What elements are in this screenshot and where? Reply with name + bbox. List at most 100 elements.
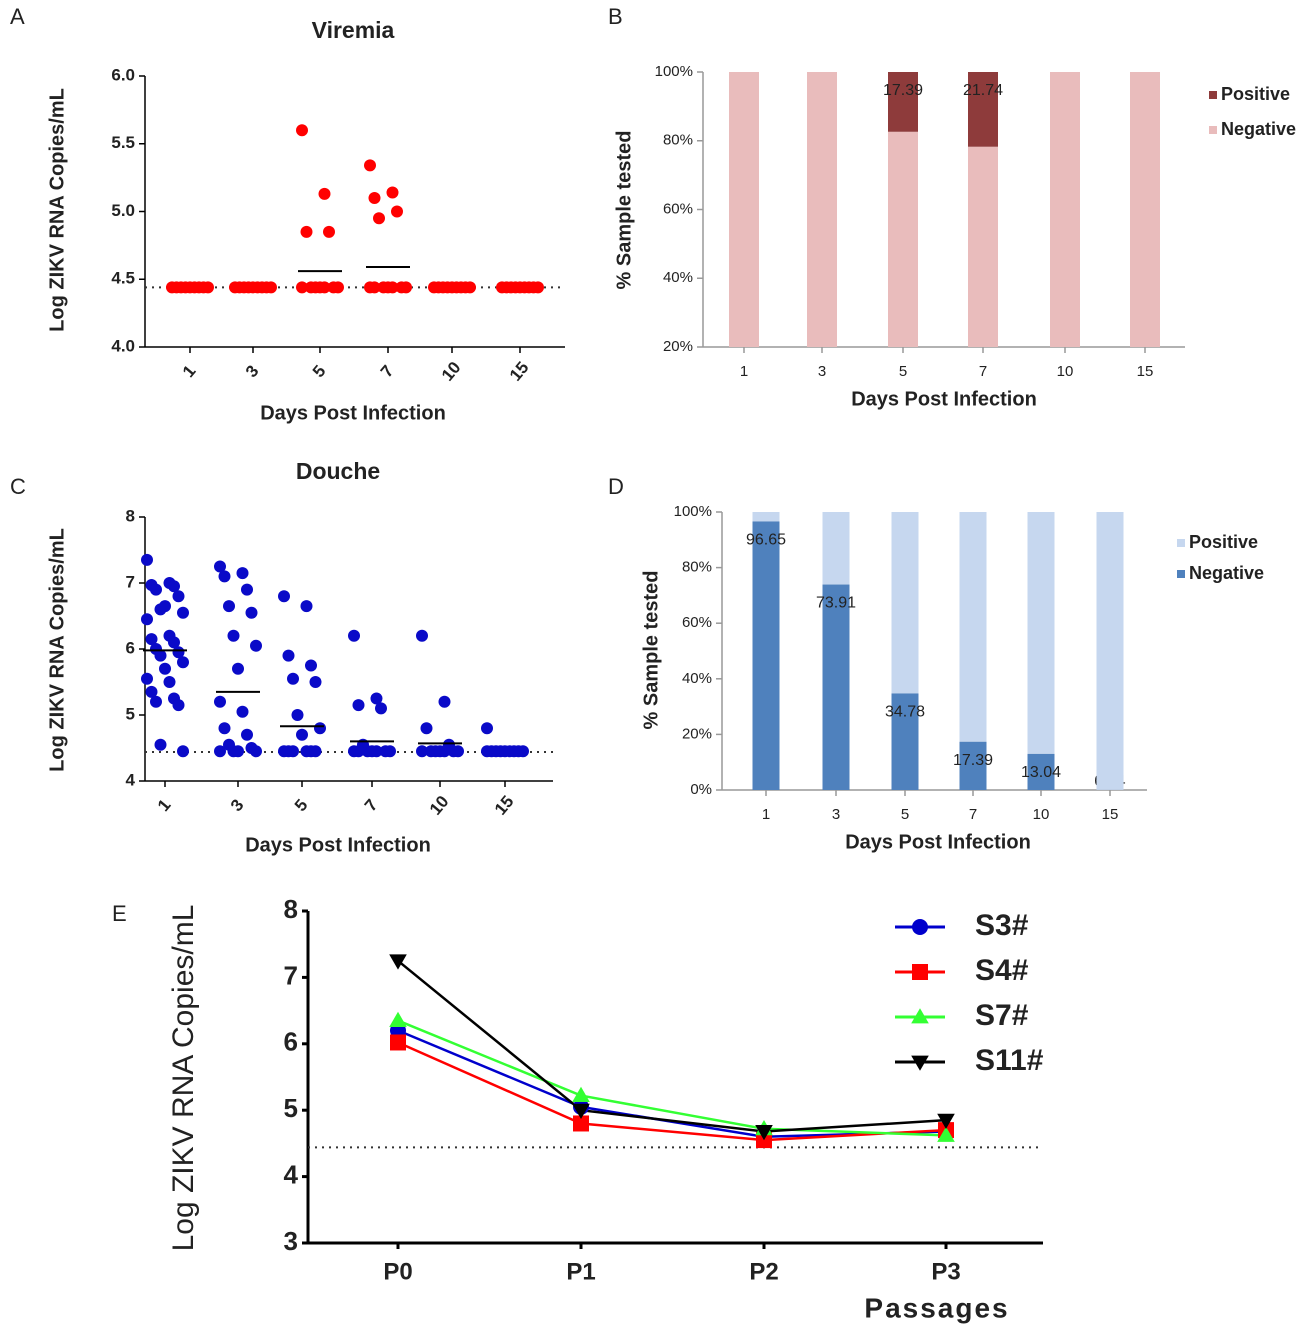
- bar-segment: [959, 741, 987, 790]
- dot: [236, 705, 249, 718]
- x-tick-label: 3: [832, 806, 840, 823]
- dot: [282, 649, 295, 662]
- dot: [352, 699, 365, 712]
- x-axis-label: Days Post Infection: [260, 402, 446, 424]
- x-tick-label: P1: [566, 1258, 595, 1285]
- y-tick-label: 6: [284, 1027, 298, 1057]
- dot: [400, 281, 412, 294]
- x-tick-label: P0: [383, 1258, 412, 1285]
- y-tick-label: 5.5: [111, 133, 135, 152]
- x-tick-label: 5: [901, 806, 909, 823]
- x-tick-label: 3: [242, 362, 263, 381]
- y-tick-label: 8: [126, 506, 135, 525]
- dot: [438, 745, 451, 758]
- dot: [386, 281, 399, 294]
- dot: [416, 745, 428, 758]
- y-tick-label: 4: [126, 770, 136, 789]
- line: [397, 1041, 947, 1142]
- y-tick-label: 5.0: [111, 201, 135, 220]
- dot: [386, 186, 399, 199]
- dot: [499, 745, 511, 758]
- legend-swatch: [1177, 570, 1185, 578]
- marker: [572, 1086, 590, 1102]
- marker: [937, 1126, 955, 1142]
- legend-swatch: [1209, 126, 1217, 134]
- legend-label: Negative: [1221, 119, 1296, 139]
- x-tick-label: 1: [154, 796, 175, 815]
- dot: [532, 281, 544, 294]
- dot: [287, 672, 299, 685]
- dot: [150, 583, 162, 596]
- legend-label: S11#: [975, 1044, 1044, 1077]
- dot: [384, 745, 396, 758]
- marker: [389, 1011, 407, 1027]
- bar-segment: [1027, 512, 1055, 754]
- marker: [389, 954, 407, 970]
- legend-label: Positive: [1221, 84, 1290, 104]
- dot: [464, 281, 476, 294]
- dot: [452, 745, 464, 758]
- dot: [236, 567, 249, 580]
- y-tick-label: 7: [126, 572, 135, 591]
- x-tick-label: 15: [1102, 806, 1119, 823]
- x-tick-label: 3: [818, 363, 826, 380]
- x-tick-label: 15: [491, 792, 518, 819]
- dot: [375, 702, 387, 715]
- y-tick-label: 100%: [655, 63, 693, 80]
- x-tick-label: 5: [309, 362, 330, 381]
- dot: [245, 606, 258, 619]
- x-axis-label: Passages: [864, 1292, 1009, 1323]
- bar-segment: [822, 584, 850, 790]
- y-tick-label: 8: [284, 894, 298, 924]
- dot: [154, 649, 167, 662]
- bar-segment: [807, 72, 837, 347]
- marker: [911, 1008, 929, 1024]
- dot: [368, 281, 381, 294]
- value-label: 34.78: [885, 704, 925, 721]
- dot: [332, 281, 344, 294]
- y-tick-label: 4: [284, 1159, 299, 1189]
- dot: [446, 281, 458, 294]
- marker: [573, 1115, 589, 1132]
- dot: [214, 560, 226, 573]
- dot: [391, 205, 403, 218]
- dot: [265, 281, 277, 294]
- dot: [318, 281, 331, 294]
- dot: [300, 600, 313, 613]
- legend-label: Negative: [1189, 563, 1264, 583]
- marker: [911, 1055, 929, 1071]
- dot: [159, 600, 171, 613]
- x-tick-label: 7: [979, 363, 987, 380]
- legend-label: S3#: [975, 909, 1029, 942]
- dot: [250, 639, 262, 652]
- line: [397, 959, 947, 1133]
- dot: [309, 676, 322, 688]
- bar-segment: [729, 72, 759, 347]
- dot: [141, 553, 153, 566]
- x-tick-label: 5: [291, 796, 312, 815]
- dot: [287, 745, 299, 758]
- dot: [373, 212, 385, 225]
- dot: [300, 225, 313, 238]
- value-label: 21.74: [963, 82, 1003, 99]
- marker: [572, 1103, 590, 1119]
- dot: [370, 745, 383, 758]
- dot: [177, 656, 189, 669]
- dot: [348, 629, 360, 642]
- dot: [218, 570, 231, 583]
- y-axis-label: Log ZIKV RNA Copies/mL: [46, 88, 68, 332]
- x-tick-label: 10: [426, 792, 453, 819]
- x-tick-label: 10: [438, 358, 465, 385]
- dot: [309, 745, 322, 758]
- y-tick-label: 6: [126, 638, 135, 657]
- bar-segment: [968, 146, 998, 347]
- y-axis-label: % Sample tested: [613, 131, 635, 290]
- x-tick-label: 7: [377, 362, 398, 381]
- x-tick-label: P2: [749, 1258, 778, 1285]
- dot: [184, 281, 196, 294]
- value-label: 73.91: [816, 595, 856, 612]
- bar-segment: [968, 72, 998, 147]
- dot: [241, 583, 253, 596]
- dot: [314, 722, 326, 735]
